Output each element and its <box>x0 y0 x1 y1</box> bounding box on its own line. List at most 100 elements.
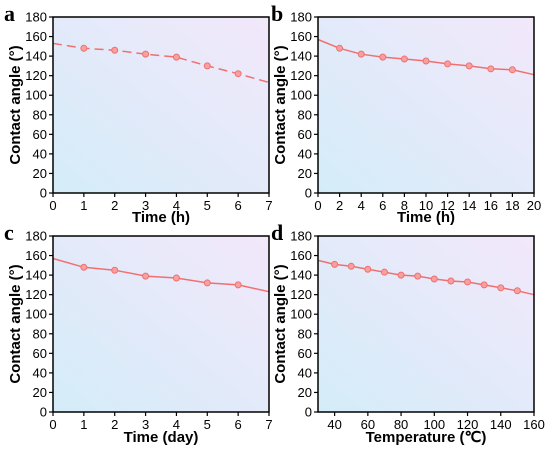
x-axis-label: Temperature (℃) <box>366 429 487 446</box>
y-tick-label: 60 <box>33 346 47 361</box>
y-tick-label: 40 <box>298 146 312 161</box>
x-tick-label: 12 <box>440 198 454 213</box>
data-point <box>111 266 119 274</box>
y-tick-label: 140 <box>25 268 47 283</box>
plot-frame <box>52 16 270 194</box>
y-tick-label: 120 <box>290 287 312 302</box>
x-tick-label: 140 <box>490 417 512 432</box>
data-point <box>347 262 355 270</box>
data-point <box>142 50 150 58</box>
plot-frame <box>317 16 535 194</box>
y-axis-label: Contact angle (°) <box>272 45 289 164</box>
data-point <box>397 271 405 279</box>
x-tick-label: 1 <box>80 417 87 432</box>
data-point <box>487 65 495 73</box>
y-tick-label: 180 <box>290 10 312 25</box>
x-tick-label: 2 <box>111 198 118 213</box>
plot-area <box>318 17 534 193</box>
y-tick-label: 140 <box>25 49 47 64</box>
x-tick-label: 4 <box>358 198 365 213</box>
x-axis-label: Time (h) <box>132 209 190 226</box>
data-point <box>380 268 388 276</box>
data-point <box>430 275 438 283</box>
y-tick-label: 160 <box>290 248 312 263</box>
y-tick-label: 20 <box>298 385 312 400</box>
y-axis-label: Contact angle (°) <box>7 264 24 383</box>
data-point <box>400 55 408 63</box>
y-tick-label: 160 <box>25 29 47 44</box>
x-tick-label: 4 <box>173 198 180 213</box>
y-tick-label: 60 <box>298 127 312 142</box>
x-tick-label: 1 <box>80 198 87 213</box>
y-tick-label: 100 <box>25 88 47 103</box>
data-point <box>234 70 242 78</box>
y-tick-label: 0 <box>40 405 47 420</box>
data-point <box>142 272 150 280</box>
panel-letter: c <box>4 220 14 245</box>
y-tick-label: 120 <box>290 68 312 83</box>
x-tick-label: 0 <box>49 198 56 213</box>
y-tick-label: 80 <box>33 326 47 341</box>
series-line <box>52 257 270 293</box>
x-tick-label: 20 <box>527 198 541 213</box>
y-tick-label: 40 <box>33 146 47 161</box>
chart-panel-d: 0 20 40 60 80 100 120 140 160 180 40 60 80 100 120 140 1… <box>271 220 545 446</box>
data-point <box>464 278 472 286</box>
y-tick-label: 0 <box>40 186 47 201</box>
y-tick-label: 180 <box>25 229 47 244</box>
x-tick-label: 10 <box>419 198 433 213</box>
y-tick-label: 20 <box>298 166 312 181</box>
data-point <box>203 279 211 287</box>
y-tick-label: 160 <box>25 248 47 263</box>
y-tick-label: 20 <box>33 385 47 400</box>
y-tick-label: 60 <box>33 127 47 142</box>
x-tick-label: 60 <box>361 417 375 432</box>
x-tick-label: 80 <box>394 417 408 432</box>
y-tick-label: 40 <box>33 365 47 380</box>
panel-letter: d <box>271 220 283 245</box>
data-point <box>444 60 452 68</box>
data-point <box>80 44 88 52</box>
y-tick-label: 0 <box>305 186 312 201</box>
data-point <box>172 53 180 61</box>
y-tick-label: 180 <box>290 229 312 244</box>
data-point <box>508 66 516 74</box>
y-tick-label: 80 <box>298 107 312 122</box>
plot-area <box>318 236 534 412</box>
y-tick-label: 100 <box>25 307 47 322</box>
y-tick-label: 120 <box>25 68 47 83</box>
data-point <box>80 263 88 271</box>
y-tick-label: 180 <box>25 10 47 25</box>
plot-area <box>53 17 269 193</box>
data-point <box>497 284 505 292</box>
chart-panel-a: 0 20 40 60 80 100 120 140 160 180 0 1 2 3 4 5 6 7 Time (h)… <box>4 1 273 226</box>
plot-area <box>53 236 269 412</box>
x-tick-label: 0 <box>49 417 56 432</box>
chart-panel-c: 0 20 40 60 80 100 120 140 160 180 0 1 2 3 4 5 6 7 Time (da… <box>4 220 273 446</box>
y-axis-label: Contact angle (°) <box>272 264 289 383</box>
y-tick-label: 80 <box>298 326 312 341</box>
y-tick-label: 120 <box>25 287 47 302</box>
x-tick-label: 0 <box>314 198 321 213</box>
x-tick-label: 6 <box>235 417 242 432</box>
panel-letter: b <box>271 1 283 26</box>
data-point <box>480 281 488 289</box>
x-tick-label: 7 <box>265 417 272 432</box>
x-tick-label: 8 <box>401 198 408 213</box>
data-point <box>234 281 242 289</box>
x-tick-label: 18 <box>505 198 519 213</box>
x-tick-label: 160 <box>523 417 545 432</box>
data-point <box>447 277 455 285</box>
x-tick-label: 6 <box>235 198 242 213</box>
data-point <box>513 287 521 295</box>
data-point <box>111 46 119 54</box>
data-point <box>357 50 365 58</box>
data-point <box>331 260 339 268</box>
x-tick-label: 3 <box>142 417 149 432</box>
data-point <box>203 62 211 70</box>
data-point <box>379 53 387 61</box>
y-tick-label: 60 <box>298 346 312 361</box>
data-point <box>172 274 180 282</box>
